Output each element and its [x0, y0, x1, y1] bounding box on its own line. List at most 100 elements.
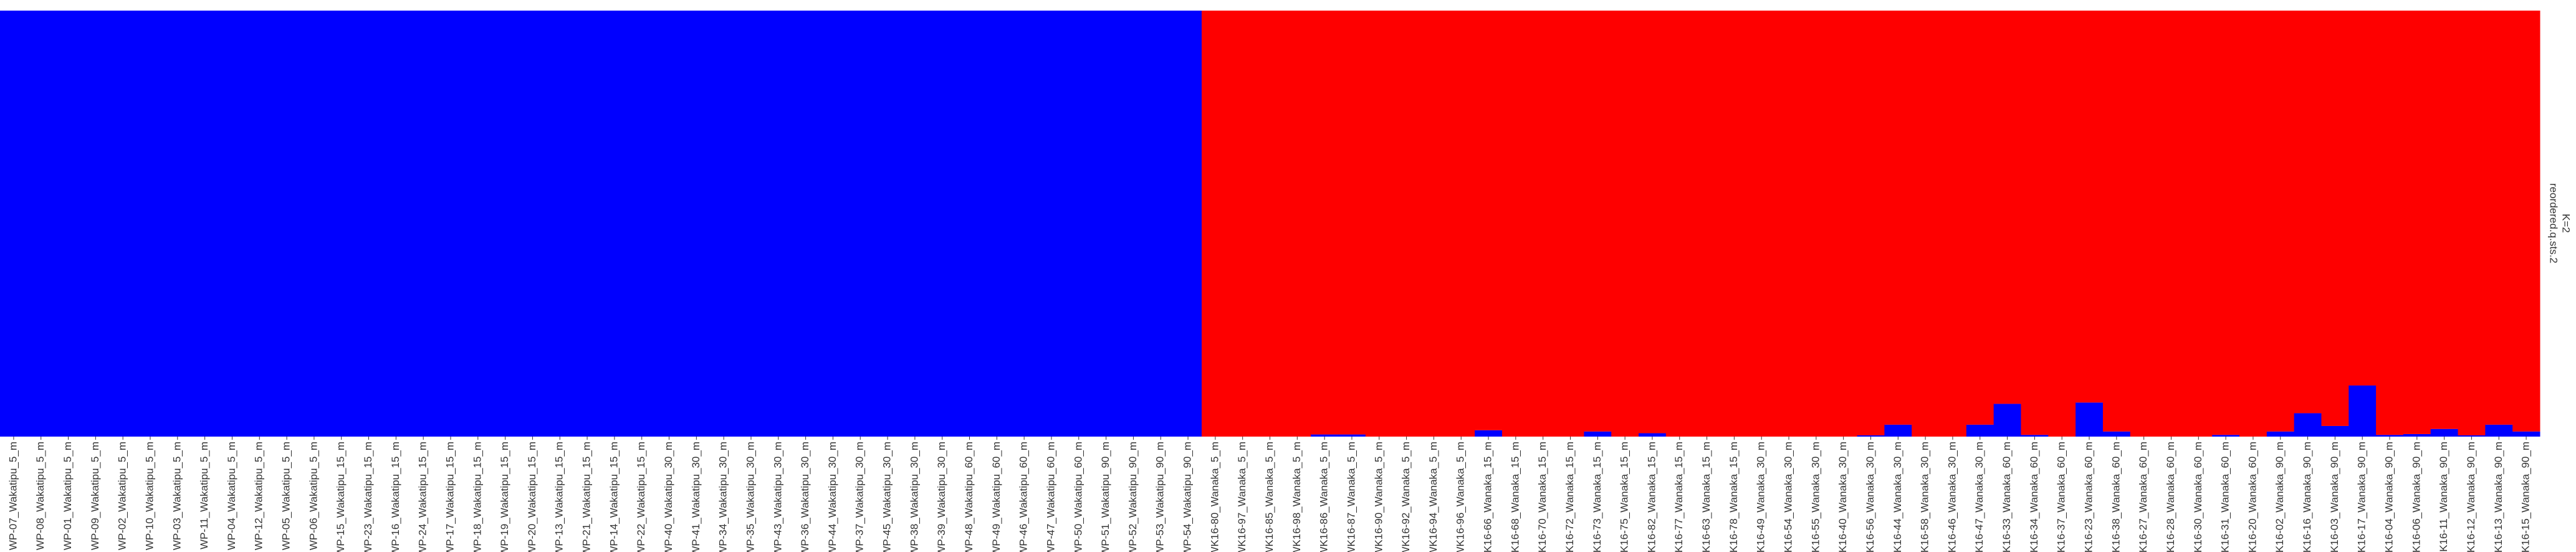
x-tick-label: WK16-15_Wanaka_90_m	[2520, 442, 2532, 552]
x-tick-label: WK16-49_Wanaka_30_m	[1755, 442, 1767, 552]
bar-segment	[1556, 11, 1584, 437]
bar-segment	[1256, 11, 1284, 437]
x-tick-label: WK16-03_Wanaka_90_m	[2329, 442, 2340, 552]
x-tick-label: WP-39_Wakatipu_30_m	[936, 442, 947, 552]
bar-segment	[1966, 11, 1994, 425]
x-tick-label: WP-02_Wakatipu_5_m	[117, 442, 128, 550]
x-tick-label: WK16-37_Wanaka_60_m	[2056, 442, 2067, 552]
bar-segment	[2294, 11, 2322, 414]
x-tick-label: WP-04_Wakatipu_5_m	[226, 442, 237, 550]
bar-segment	[1884, 424, 1912, 437]
bar-segment	[1065, 11, 1093, 437]
bar-segment	[2458, 11, 2486, 435]
bar-segment	[409, 11, 438, 437]
bar-segment	[1010, 11, 1038, 437]
bar-segment	[136, 11, 165, 437]
x-tick-label: WK16-82_Wanaka_15_m	[1645, 442, 1657, 552]
x-tick-label: WP-24_Wakatipu_15_m	[417, 442, 429, 552]
bar-segment	[2403, 11, 2431, 434]
bar-segment	[2485, 424, 2513, 437]
x-tick-label: WK16-12_Wanaka_90_m	[2465, 442, 2477, 552]
bar-segment	[2212, 11, 2240, 435]
bar-segment	[273, 11, 301, 437]
x-tick-label: WK16-92_Wanaka_5_m	[1400, 442, 1412, 552]
x-tick-label: WK16-96_Wanaka_5_m	[1455, 442, 1467, 552]
bar-segment	[1447, 11, 1475, 437]
bar-segment	[382, 11, 410, 437]
bar-segment	[300, 11, 328, 437]
x-tick-label: WP-50_Wakatipu_60_m	[1072, 442, 1084, 552]
bar-segment	[1119, 11, 1147, 437]
bar-segment	[1092, 11, 1121, 437]
bar-segment	[464, 11, 492, 437]
bar-segment	[1993, 404, 2021, 437]
bar-segment	[2376, 11, 2404, 435]
x-tick-label: WP-05_Wakatipu_5_m	[280, 442, 292, 550]
x-tick-label: WK16-66_Wanaka_15_m	[1482, 442, 1494, 552]
bar-segment	[163, 11, 192, 437]
x-tick-label: WK16-38_Wanaka_60_m	[2110, 442, 2122, 552]
bar-segment	[573, 11, 601, 437]
x-tick-label: WP-54_Wakatipu_90_m	[1182, 442, 1194, 552]
x-tick-label: WP-19_Wakatipu_15_m	[499, 442, 510, 552]
x-tick-label: WP-16_Wakatipu_15_m	[390, 442, 401, 552]
bar-segment	[27, 11, 55, 437]
bar-segment	[2212, 435, 2240, 437]
bar-segment	[1392, 11, 1420, 437]
x-tick-label: WP-43_Wakatipu_30_m	[772, 442, 783, 552]
x-tick-label: WK16-98_Wanaka_5_m	[1291, 442, 1303, 552]
bar-segment	[764, 11, 793, 437]
bar-segment	[655, 11, 683, 437]
x-tick-label: WK16-68_Wanaka_15_m	[1509, 442, 1521, 552]
bar-segment	[2349, 11, 2377, 386]
x-tick-label: WP-03_Wakatipu_5_m	[171, 442, 183, 550]
bar-segment	[2021, 435, 2049, 437]
x-tick-label: WK16-46_Wanaka_30_m	[1946, 442, 1958, 552]
bar-segment	[2076, 11, 2104, 403]
bar-segment	[218, 11, 246, 437]
x-tick-label: WK16-97_Wanaka_5_m	[1236, 442, 1248, 552]
bar-segment	[1884, 11, 1912, 425]
bar-segment	[2266, 11, 2295, 432]
x-tick-label: WP-51_Wakatipu_90_m	[1099, 442, 1111, 552]
x-tick-label: WP-23_Wakatipu_15_m	[362, 442, 374, 552]
bar-segment	[2512, 11, 2540, 432]
x-tick-label: WK16-47_Wanaka_30_m	[1973, 442, 1985, 552]
bar-segment	[1475, 11, 1503, 430]
bar-segment	[1501, 11, 1530, 437]
x-tick-label: WK16-23_Wanaka_60_m	[2083, 442, 2095, 552]
bar-segment	[1584, 431, 1612, 437]
x-tick-label: WK16-40_Wanaka_30_m	[1837, 442, 1849, 552]
x-tick-label: WP-45_Wakatipu_30_m	[881, 442, 893, 552]
x-tick-label: WP-11_Wakatipu_5_m	[198, 442, 210, 550]
bar-segment	[191, 11, 219, 437]
bar-segment	[710, 11, 738, 437]
bar-segment	[437, 11, 465, 437]
x-tick-label: WK16-72_Wanaka_15_m	[1564, 442, 1576, 552]
x-tick-label: WP-37_Wakatipu_30_m	[854, 442, 866, 552]
bar-segment	[2102, 431, 2131, 437]
bar-segment	[1584, 11, 1612, 432]
bar-segment	[1311, 434, 1339, 437]
bar-segment	[628, 11, 656, 437]
bar-segment	[2403, 433, 2431, 437]
x-tick-label: WK16-16_Wanaka_90_m	[2301, 442, 2313, 552]
x-tick-label: WK16-87_Wanaka_5_m	[1345, 442, 1357, 552]
bar-segment	[2076, 402, 2104, 437]
x-tick-label: WP-12_Wakatipu_5_m	[253, 442, 265, 550]
bar-segment	[1775, 11, 1803, 437]
bar-segment	[928, 11, 957, 437]
bar-segment	[109, 11, 137, 437]
bar-segment	[1529, 11, 1558, 437]
x-tick-label: WK16-58_Wanaka_30_m	[1919, 442, 1931, 552]
bar-segment	[2130, 11, 2158, 437]
bar-segment	[846, 11, 874, 437]
x-tick-label: WK16-04_Wanaka_90_m	[2383, 442, 2395, 552]
bar-segment	[792, 11, 820, 437]
x-tick-label: WP-14_Wakatipu_15_m	[608, 442, 620, 552]
bar-segment	[1147, 11, 1175, 437]
bar-segment	[1993, 11, 2021, 404]
x-tick-label: WK16-31_Wanaka_60_m	[2219, 442, 2231, 552]
x-tick-label: WP-15_Wakatipu_15_m	[335, 442, 347, 552]
